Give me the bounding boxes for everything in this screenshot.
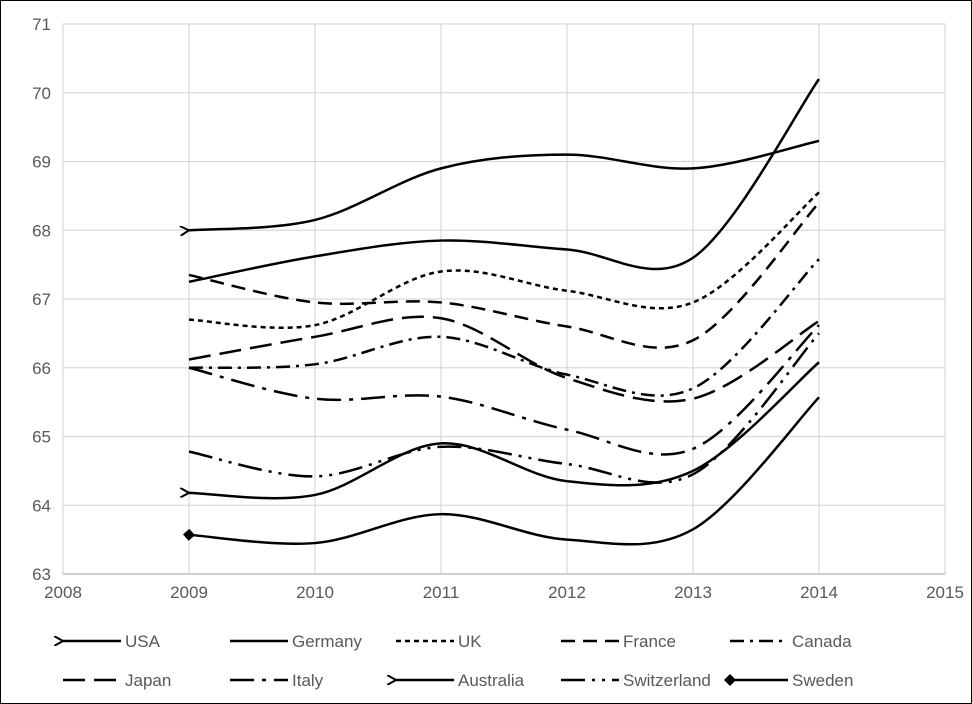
gridlines (62, 23, 946, 574)
x-tick-label: 2008 (44, 583, 82, 602)
x-tick-label: 2011 (423, 583, 460, 602)
legend-item-uk: UK (396, 632, 482, 651)
legend-item-france: France (561, 632, 676, 651)
tick-labels: 2008 2009 2010 2011 2012 2013 2014 2015 63 64 65 66… (32, 15, 964, 602)
series-line-sweden (183, 396, 820, 546)
y-tick-label: 67 (32, 290, 51, 309)
y-tick-label: 64 (32, 496, 51, 515)
x-tick-label: 2009 (170, 583, 208, 602)
legend-item-canada: Canada (730, 632, 852, 651)
x-tick-label: 2010 (296, 583, 334, 602)
series-line-usa (189, 139, 820, 230)
legend-label: UK (458, 632, 482, 651)
legend-item-italy: Italy (230, 671, 324, 690)
legend-item-germany: Germany (230, 632, 362, 651)
y-tick-label: 65 (32, 428, 51, 447)
series-line-france (188, 201, 820, 349)
legend-label: Australia (458, 671, 525, 690)
x-tick-label: 2013 (674, 583, 712, 602)
legend-label: Italy (292, 671, 324, 690)
series-line-italy (188, 324, 820, 456)
legend-label: Sweden (792, 671, 853, 690)
legend-label: Switzerland (623, 671, 711, 690)
y-tick-label: 66 (32, 359, 51, 378)
series-line-germany (188, 78, 821, 284)
y-tick-label: 70 (32, 84, 51, 103)
legend-label: USA (125, 632, 161, 651)
legend-label: Japan (125, 671, 171, 690)
x-tick-label: 2015 (926, 583, 964, 602)
y-tick-label: 63 (32, 565, 51, 584)
y-tick-label: 71 (32, 15, 51, 34)
legend-item-sweden: Sweden (724, 671, 853, 690)
x-tick-label: 2014 (800, 583, 838, 602)
legend-item-australia: Australia (396, 671, 525, 690)
series-line-australia (189, 361, 820, 500)
series-line-japan (188, 315, 820, 403)
legend-item-usa: USA (63, 632, 161, 651)
legend-item-switzerland: Switzerland (561, 671, 711, 690)
legend-label: Canada (792, 632, 852, 651)
series-line-switzerland (188, 332, 820, 484)
x-tick-label: 2012 (548, 583, 586, 602)
legend-label: Germany (292, 632, 362, 651)
legend-item-japan: Japan (63, 671, 171, 690)
y-tick-label: 69 (32, 153, 51, 172)
y-tick-label: 68 (32, 221, 51, 240)
legend: USA Germany UK France Canada Japan Italy Austra… (63, 632, 853, 690)
legend-label: France (623, 632, 676, 651)
series-line-canada (188, 258, 820, 397)
series-layer (183, 78, 821, 546)
series-line-uk (188, 191, 820, 330)
